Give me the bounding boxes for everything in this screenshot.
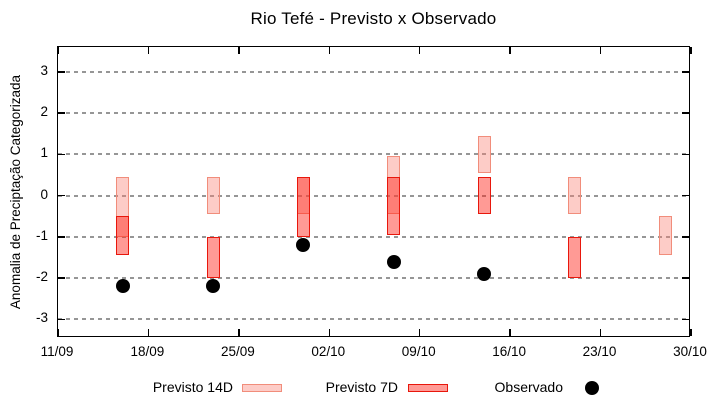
previsto-14d-legend-swatch <box>242 384 282 392</box>
x-tick-label: 09/10 <box>401 344 436 359</box>
previsto-14d-bar <box>116 177 130 237</box>
x-tick-mark <box>599 47 602 54</box>
x-tick-mark <box>328 47 331 54</box>
x-tick-mark <box>147 329 150 336</box>
x-tick-mark <box>57 329 59 336</box>
y-tick-label: 0 <box>40 186 48 202</box>
y-tick-label: 1 <box>40 145 48 161</box>
y-tick-label: 2 <box>40 104 48 120</box>
y-tick-mark <box>58 318 65 321</box>
x-tick-label: 30/10 <box>673 344 707 359</box>
y-tick-mark <box>682 112 689 114</box>
x-tick-label: 02/10 <box>311 344 346 359</box>
gridline <box>58 153 689 156</box>
x-tick-mark <box>418 329 421 336</box>
y-tick-mark <box>58 112 65 114</box>
x-tick-mark <box>418 47 421 54</box>
legend-label: Observado <box>494 379 563 395</box>
previsto-14d-bar <box>658 216 672 256</box>
legend-label: Previsto 14D <box>152 379 233 395</box>
x-tick-label: 23/10 <box>582 344 617 359</box>
y-tick-mark <box>58 71 65 73</box>
y-tick-mark <box>682 318 689 321</box>
y-tick-mark <box>682 71 689 73</box>
gridline <box>58 235 689 238</box>
previsto-7d-bar <box>206 236 220 279</box>
y-tick-mark <box>682 194 689 197</box>
previsto-7d-bar <box>477 177 491 215</box>
previsto-7d-bar <box>296 177 310 237</box>
previsto-7d-bar <box>116 216 130 256</box>
x-tick-label: 18/09 <box>130 344 165 359</box>
y-tick-label: -2 <box>35 269 48 285</box>
y-tick-mark <box>58 236 65 238</box>
legend-label: Previsto 7D <box>325 379 398 395</box>
y-tick-mark <box>682 236 689 238</box>
y-tick-mark <box>58 277 65 279</box>
x-tick-mark <box>509 329 511 336</box>
x-tick-mark <box>238 47 240 54</box>
observado-dot <box>477 267 492 282</box>
x-tick-label: 11/09 <box>40 344 74 359</box>
previsto-14d-bar <box>206 177 220 215</box>
observado-dot <box>206 279 221 294</box>
y-tick-mark <box>58 153 65 156</box>
previsto-7d-bar <box>387 177 401 235</box>
previsto-7d-bar <box>568 236 582 279</box>
gridline <box>58 277 689 280</box>
x-tick-mark <box>238 329 240 336</box>
previsto-7d-legend-swatch <box>408 384 448 392</box>
gridline <box>58 318 689 321</box>
chart-title: Rio Tefé - Previsto x Observado <box>250 9 497 28</box>
y-tick-label: 3 <box>40 62 48 78</box>
y-tick-mark <box>682 277 689 279</box>
y-tick-label: -3 <box>35 310 48 326</box>
x-tick-mark <box>57 47 59 54</box>
x-tick-mark <box>147 47 150 54</box>
x-tick-label: 16/10 <box>492 344 527 359</box>
observado-dot <box>296 238 311 253</box>
x-tick-mark <box>690 47 692 54</box>
y-tick-mark <box>682 153 689 156</box>
x-tick-mark <box>690 329 692 336</box>
gridline <box>58 112 689 115</box>
x-tick-label: 25/09 <box>220 344 255 359</box>
x-tick-mark <box>599 329 602 336</box>
y-tick-label: -1 <box>35 227 48 243</box>
gridline <box>58 70 689 73</box>
gridline <box>58 194 689 197</box>
observado-legend-dot <box>585 381 599 395</box>
x-tick-mark <box>509 47 511 54</box>
previsto-14d-bar <box>477 135 491 173</box>
x-tick-mark <box>328 329 331 336</box>
y-tick-mark <box>58 194 65 197</box>
plot-area <box>57 46 692 337</box>
previsto-14d-bar <box>568 177 582 215</box>
observado-dot <box>386 254 401 269</box>
observado-dot <box>115 279 130 294</box>
